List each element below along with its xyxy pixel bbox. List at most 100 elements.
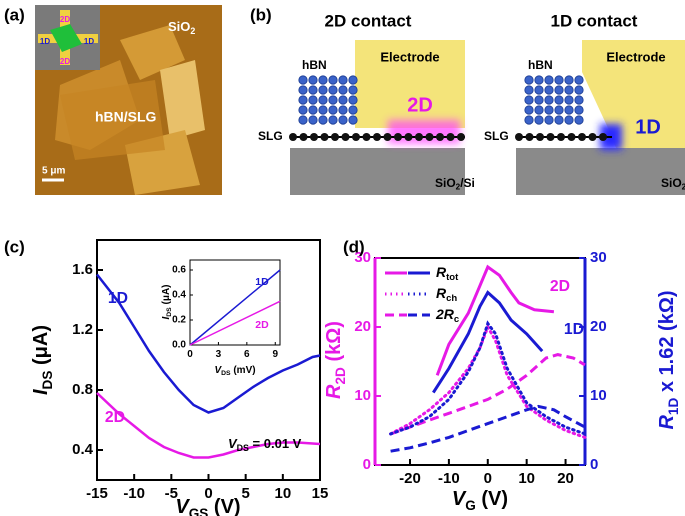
x-tick-label: 0 — [187, 349, 193, 360]
inset-label: 1D — [40, 37, 50, 46]
hbn-atom — [534, 95, 544, 105]
contact-label: 1D — [635, 116, 661, 138]
hbn-atom — [348, 75, 358, 85]
y2-tick-label: 0 — [590, 456, 598, 473]
hbn-atom — [328, 85, 338, 95]
flake — [120, 25, 185, 80]
y2-axis-title-main: R — [656, 415, 678, 430]
hbn-atom — [338, 95, 348, 105]
slg-label: SLG — [258, 129, 283, 143]
series-line — [96, 273, 321, 414]
x-axis-title-rest: (mV) — [231, 365, 256, 376]
annotation-main: V — [228, 436, 238, 451]
hbn-atom — [328, 115, 338, 125]
hbn-atom — [554, 115, 564, 125]
slg-atom — [373, 133, 381, 141]
diagram-title: 1D contact — [551, 11, 638, 30]
slg-atom — [299, 133, 308, 141]
hbn-atom — [318, 85, 328, 95]
slg-atom — [352, 133, 360, 141]
series-line — [390, 404, 586, 453]
slg-atom — [446, 133, 455, 141]
series-label: 1D — [108, 290, 128, 307]
y-axis-title-main: I — [161, 317, 172, 320]
legend-label: 2Rc — [435, 306, 460, 325]
y-axis-title: IDS (μA) — [161, 284, 173, 319]
hbn-atom — [348, 115, 358, 125]
x-tick-label: -5 — [165, 485, 178, 502]
x-tick-label: 6 — [244, 349, 250, 360]
hbn-atom — [544, 75, 554, 85]
substrate-label-main: SiO — [661, 176, 682, 190]
electrode — [355, 40, 465, 128]
x-axis-title-rest: (V) — [208, 496, 240, 516]
x-axis-title: VDS (mV) — [214, 365, 255, 377]
x-tick-label: 10 — [518, 470, 535, 487]
x-tick-label: -15 — [86, 485, 108, 502]
hbn-label: hBN — [528, 58, 553, 72]
slg-atom — [425, 133, 434, 141]
y-tick-label: 0.4 — [172, 290, 186, 301]
x-tick-label: 0 — [484, 470, 492, 487]
series-label: 1D — [564, 321, 584, 338]
series-line — [189, 269, 281, 346]
x-axis-title-main: V — [175, 496, 190, 516]
slg-atom — [457, 133, 465, 141]
substrate-label-main: SiO — [435, 176, 456, 190]
hbn-atom — [318, 115, 328, 125]
hbn-atom — [564, 115, 574, 125]
hbn-atom — [544, 95, 554, 105]
electrode-label: Electrode — [606, 49, 665, 64]
y-tick-label: 0 — [363, 456, 371, 473]
y-tick-label: 0.2 — [172, 315, 186, 326]
slg-atom — [362, 133, 371, 141]
hbn-atom — [524, 115, 534, 125]
legend-label: Rch — [436, 285, 457, 304]
hbn-atom — [308, 75, 318, 85]
substrate-label-main: SiO — [168, 19, 190, 34]
slg-atom — [436, 133, 444, 141]
substrate-label-sub: 2 — [190, 26, 195, 36]
x-tick-label: 5 — [241, 485, 249, 502]
x-tick-label: 20 — [557, 470, 574, 487]
x-tick-label: -10 — [438, 470, 460, 487]
legend-label-main: R — [436, 285, 447, 301]
y-tick-label: 1.2 — [72, 321, 93, 338]
slg-atom — [515, 133, 523, 141]
hbn-atom — [564, 75, 574, 85]
y-tick-label: 1.6 — [72, 261, 93, 278]
slg-atom — [525, 133, 534, 141]
slg-atom — [394, 133, 402, 141]
y-axis-title-sub: 2D — [333, 367, 348, 385]
slg-atom — [415, 133, 423, 141]
plot-area — [374, 257, 586, 466]
hbn-atom — [348, 105, 358, 115]
x-axis-title-sub: G — [465, 498, 476, 513]
hbn-atom — [574, 105, 584, 115]
hbn-atom — [298, 85, 308, 95]
series-line — [389, 320, 587, 436]
slg-atom — [599, 133, 607, 141]
y-tick-label: 0.4 — [72, 441, 94, 458]
slg-atom — [536, 133, 544, 141]
series-line — [389, 323, 587, 439]
slg-atom — [289, 133, 297, 141]
inset-flake — [50, 24, 82, 52]
hbn-atom — [328, 95, 338, 105]
series-line — [189, 300, 281, 346]
hbn-atom — [524, 105, 534, 115]
x-tick-label: 0 — [204, 485, 212, 502]
hbn-atom — [308, 115, 318, 125]
y-tick-label: 10 — [354, 387, 371, 404]
y-tick-label: 0.6 — [172, 265, 186, 276]
x-axis-title-sub: GS — [189, 506, 209, 516]
hbn-atom — [318, 95, 328, 105]
hbn-atom — [298, 105, 308, 115]
x-tick-label: 9 — [272, 349, 278, 360]
hbn-atom — [574, 115, 584, 125]
legend-label-main: R — [436, 264, 447, 280]
y2-tick-label: 20 — [590, 318, 607, 335]
x-axis-title-sub: DS — [221, 370, 231, 377]
annotation: VDS = 0.01 V — [228, 436, 302, 453]
